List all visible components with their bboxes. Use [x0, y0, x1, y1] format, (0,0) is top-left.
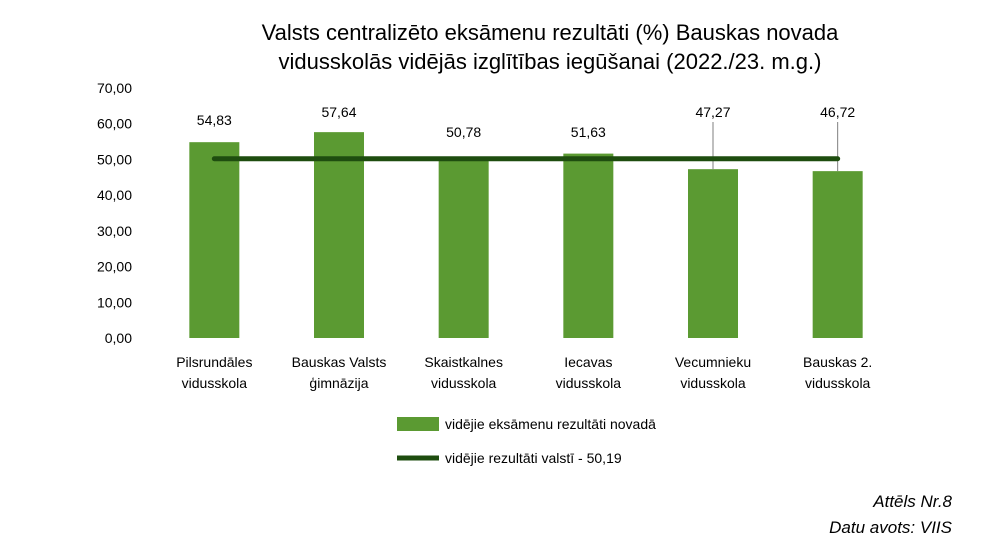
- category-label: Pilsrundāles: [176, 354, 252, 370]
- category-label: Skaistkalnes: [424, 354, 503, 370]
- legend-swatch-bar: [397, 417, 439, 431]
- y-tick-label: 50,00: [97, 151, 132, 167]
- bar: [563, 153, 614, 338]
- legend-label-line: vidējie rezultāti valstī - 50,19: [445, 450, 622, 466]
- category-label: vidusskola: [431, 375, 497, 391]
- category-label: vidusskola: [556, 375, 622, 391]
- y-tick-label: 10,00: [97, 294, 132, 310]
- y-tick-label: 60,00: [97, 116, 132, 132]
- category-label: vidusskola: [680, 375, 746, 391]
- category-label: Vecumnieku: [675, 354, 751, 370]
- source-caption: Datu avots: VIIS: [829, 518, 952, 537]
- bar: [189, 142, 240, 338]
- data-label: 51,63: [571, 124, 606, 140]
- category-label: Iecavas: [564, 354, 612, 370]
- y-tick-label: 40,00: [97, 187, 132, 203]
- y-tick-label: 20,00: [97, 259, 132, 275]
- data-label: 50,78: [446, 124, 481, 140]
- data-label: 54,83: [197, 112, 232, 128]
- legend-label-bar: vidējie eksāmenu rezultāti novadā: [445, 416, 656, 432]
- category-label: Bauskas 2.: [803, 354, 872, 370]
- y-tick-label: 0,00: [105, 330, 132, 346]
- chart-title-line-1: Valsts centralizēto eksāmenu rezultāti (…: [261, 20, 839, 45]
- chart-title-line-2: vidusskolās vidējās izglītības iegūšanai…: [278, 49, 822, 74]
- category-label: ģimnāzija: [309, 375, 368, 391]
- y-tick-label: 30,00: [97, 223, 132, 239]
- category-label: Bauskas Valsts: [292, 354, 387, 370]
- figure-caption: Attēls Nr.8: [873, 492, 952, 511]
- bar: [438, 156, 489, 338]
- y-tick-label: 70,00: [97, 80, 132, 96]
- data-label: 57,64: [321, 104, 356, 120]
- data-label: 47,27: [695, 104, 730, 120]
- data-label: 46,72: [820, 104, 855, 120]
- chart-title: Valsts centralizēto eksāmenu rezultāti (…: [150, 18, 950, 76]
- bar: [688, 169, 738, 338]
- bar: [812, 171, 863, 338]
- bar: [314, 132, 364, 338]
- category-label: vidusskola: [805, 375, 871, 391]
- category-label: vidusskola: [182, 375, 248, 391]
